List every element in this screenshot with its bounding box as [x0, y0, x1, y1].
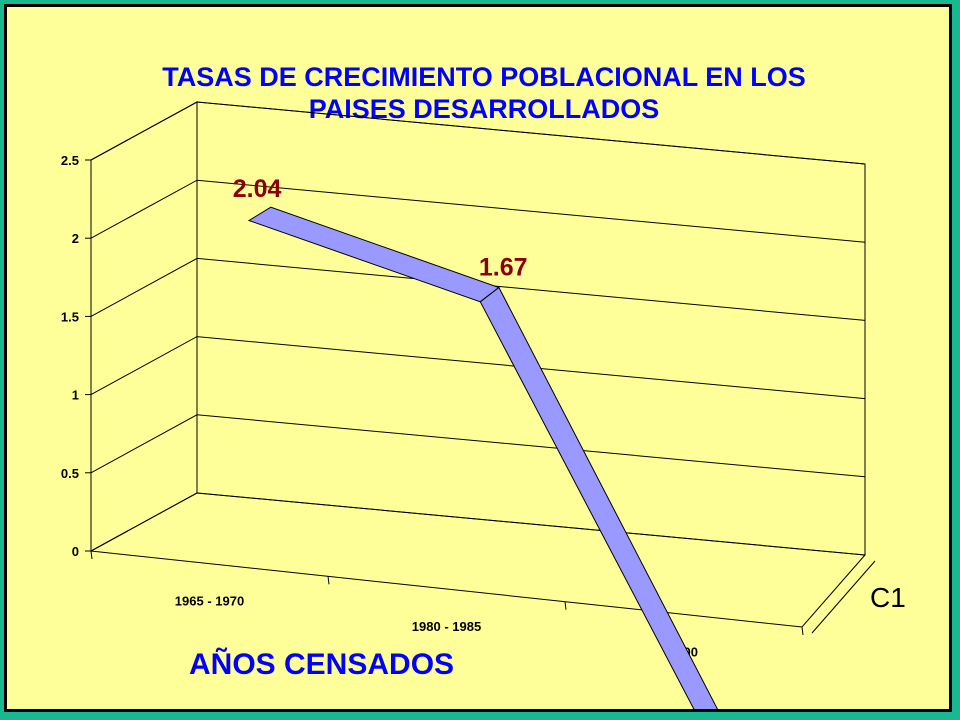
data-labels: 2.04 1.67 -1 — [233, 175, 724, 709]
series-ribbon — [247, 206, 718, 709]
gridlines — [90, 101, 866, 478]
chart-svg: TASAS DE CRECIMIENTO POBLACIONAL EN LOS … — [61, 62, 906, 709]
series-axis — [811, 560, 876, 634]
chart-area: TASAS DE CRECIMIENTO POBLACIONAL EN LOS … — [4, 4, 952, 712]
data-label: 1.67 — [479, 254, 528, 282]
gridline — [90, 101, 866, 165]
data-label: 2.04 — [233, 175, 282, 203]
x-tick-mark — [90, 550, 93, 560]
series-segment — [479, 286, 718, 709]
y-tick-label: 1 — [72, 388, 79, 403]
chart-title-line-2: PAISES DESARROLLADOS — [309, 94, 660, 124]
x-tick-label: 1980 - 1985 — [412, 619, 481, 634]
y-tick-label: 0.5 — [61, 466, 79, 481]
series-label-c1: C1 — [870, 582, 906, 613]
left-wall — [90, 101, 198, 552]
gridline — [90, 179, 866, 243]
x-tick-mark — [801, 626, 804, 636]
gridline — [90, 257, 866, 321]
x-axis-title: AÑOS CENSADOS — [189, 647, 454, 681]
gridline — [90, 414, 866, 478]
gridline — [90, 336, 866, 400]
x-tick-mark — [564, 601, 567, 610]
y-tick-label: 2 — [72, 231, 79, 246]
series-segment — [247, 206, 500, 303]
y-tick-label: 2.5 — [61, 153, 79, 168]
y-axis: 0 0.5 1 1.5 2 2.5 — [61, 153, 91, 559]
y-tick-label: 1.5 — [61, 309, 79, 324]
chart-title-line-1: TASAS DE CRECIMIENTO POBLACIONAL EN LOS — [162, 62, 806, 92]
back-wall — [196, 101, 866, 556]
x-tick-label: 1965 - 1970 — [175, 594, 244, 609]
data-label: -1 — [701, 706, 723, 709]
y-tick-label: 0 — [72, 544, 79, 559]
x-tick-mark — [327, 576, 330, 585]
